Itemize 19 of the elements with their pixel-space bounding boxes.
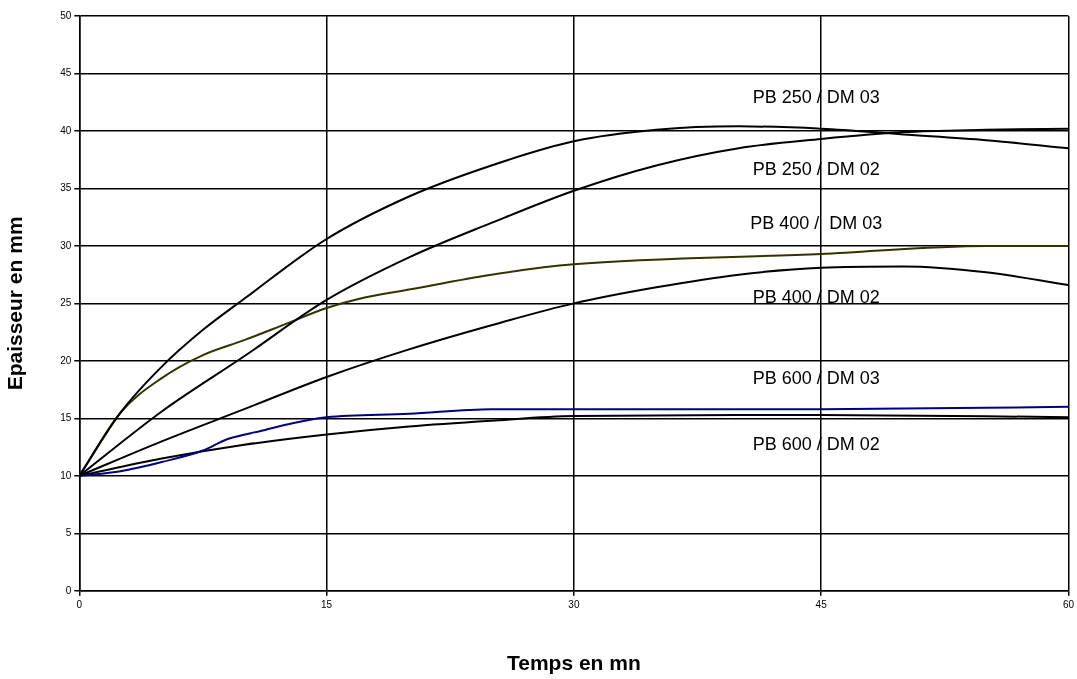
y-tick-label: 15 bbox=[60, 412, 72, 424]
y-tick-label: 10 bbox=[60, 469, 72, 481]
x-tick-label: 0 bbox=[76, 598, 83, 610]
y-tick-label: 0 bbox=[65, 584, 72, 596]
x-tick-label: 45 bbox=[815, 598, 828, 610]
y-tick-label: 35 bbox=[60, 182, 72, 194]
x-tick-label: 15 bbox=[321, 598, 333, 610]
y-tick-label: 40 bbox=[60, 124, 72, 136]
x-tick-label: 60 bbox=[1062, 598, 1075, 610]
y-axis-title: Epaisseur en mm bbox=[3, 216, 27, 391]
y-tick-label: 30 bbox=[60, 239, 72, 251]
y-tick-label: 5 bbox=[65, 527, 72, 539]
x-tick-label: 30 bbox=[568, 598, 580, 610]
x-axis-title: Temps en mn bbox=[506, 651, 641, 675]
series-label: PB 400 / DM 03 bbox=[750, 213, 883, 234]
y-tick-label: 25 bbox=[60, 297, 72, 309]
y-tick-label: 20 bbox=[60, 354, 72, 366]
y-tick-label: 50 bbox=[60, 9, 72, 21]
y-tick-label: 45 bbox=[60, 67, 72, 79]
